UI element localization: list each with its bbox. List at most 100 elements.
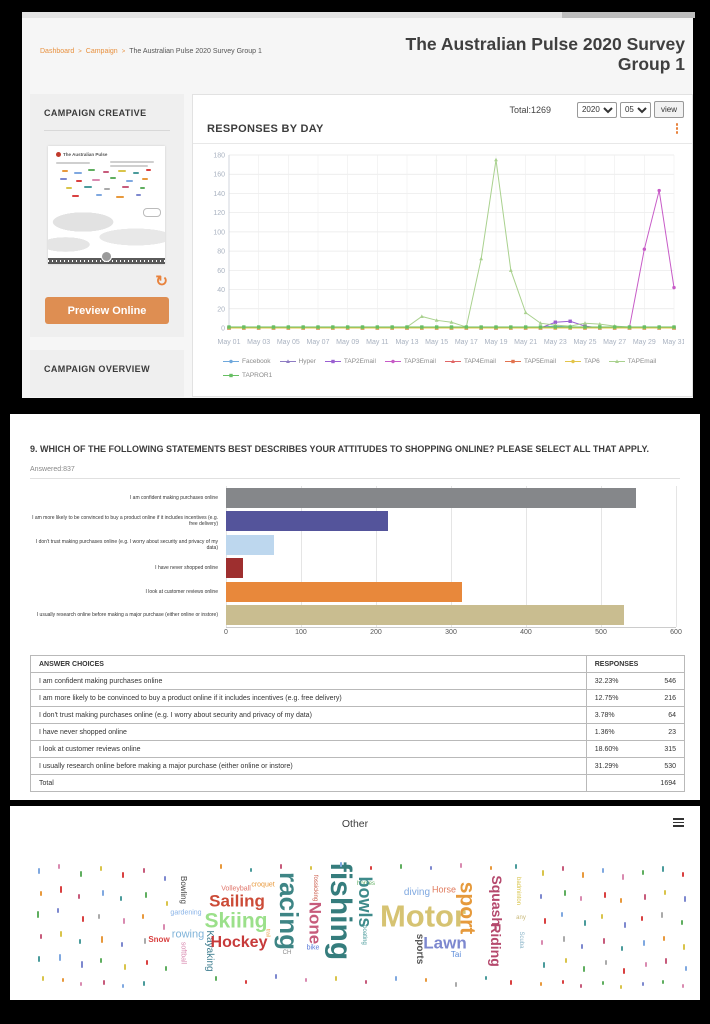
legend-item[interactable]: TAP2Email [324,357,376,366]
legend-item[interactable]: TAP3Email [384,357,436,366]
wordcloud-word[interactable]: any [516,915,526,921]
wordcloud-word[interactable]: Bowling [179,875,188,905]
kebab-menu-icon[interactable] [675,123,678,135]
wordcloud-word[interactable]: Tai [450,950,462,959]
preview-online-button[interactable]: Preview Online [45,297,169,324]
wordcloud-word[interactable]: Lawn [423,933,467,953]
wordcloud-word[interactable]: Hockey [210,934,268,951]
legend-item[interactable]: TAPROR1 [223,371,272,380]
thumbnail-speck [76,180,82,182]
year-select[interactable]: 2020 [576,101,617,118]
wordcloud-word[interactable]: Riding [488,923,504,967]
legend-item[interactable]: TAP6 [565,357,600,366]
thumbnail-scroll-knob [101,251,112,262]
wordcloud-word[interactable]: badminton [515,876,521,906]
wordcloud-word[interactable]: boating [361,925,367,945]
wordcloud-speck [250,868,252,872]
wordcloud-speck [79,939,81,944]
thumbnail-button [143,208,161,217]
thumbnail-text-line [56,162,90,164]
wordcloud-word[interactable]: CH [282,950,292,956]
wordcloud-word[interactable]: Motor [379,898,467,934]
wordcloud-word[interactable]: diving [403,887,431,898]
wordcloud-word[interactable]: Scuba [518,931,524,949]
legend-item[interactable]: Hyper [279,357,316,366]
wordcloud-word[interactable]: softball [179,941,187,965]
wordcloud-speck [665,958,667,964]
wordcloud-speck [562,866,564,871]
wordcloud-speck [664,890,666,895]
wordcloud-speck [100,958,102,963]
legend-item[interactable]: TAP4Email [444,357,496,366]
bar[interactable] [226,534,274,555]
month-select[interactable]: 05 [619,101,651,118]
breadcrumb-item[interactable]: Campaign [85,48,118,55]
wordcloud-word[interactable]: fossicking [312,874,318,902]
divider [193,143,692,144]
wordcloud-speck [335,976,337,981]
legend-item[interactable]: Facebook [223,357,271,366]
wordcloud-word[interactable]: Volleyball [221,885,251,893]
wordcloud-word[interactable]: Skiing [204,909,268,933]
wordcloud-word[interactable]: gardening [170,909,202,917]
attitudes-bar-chart: I am confident making purchases online I … [30,486,682,639]
wordcloud-speck [603,938,605,944]
wordcloud-speck [621,946,623,951]
wordcloud-word[interactable]: fishing [324,861,357,961]
svg-text:May 17: May 17 [455,339,478,346]
bar[interactable] [226,511,388,532]
wordcloud-speck [540,982,542,986]
view-button[interactable]: view [653,101,684,118]
wordcloud-speck [280,864,282,869]
thumbnail-speck [133,172,139,174]
svg-text:May 15: May 15 [425,339,448,346]
chart-title: RESPONSES BY DAY [207,123,324,135]
wordcloud-speck [584,920,586,926]
wordcloud-word[interactable]: None [305,901,325,945]
bar-row: I am confident making purchases online [30,486,680,510]
wordcloud-word[interactable]: racing [274,871,304,951]
wordcloud-word[interactable]: croquet [251,881,275,889]
bar[interactable] [226,558,244,579]
wordcloud-speck [145,892,147,898]
wordcloud-speck [58,864,60,869]
campaign-creative-section: CAMPAIGN CREATIVE The Australian Pulse ↻… [30,94,184,337]
wordcloud-speck [644,894,646,900]
breadcrumb: Dashboard > Campaign > The Australian Pulse … [40,48,262,55]
svg-text:May 27: May 27 [603,339,626,346]
wordcloud-word[interactable]: bike [306,944,320,952]
wordcloud-word[interactable]: Sailing [209,891,265,911]
svg-text:May 03: May 03 [247,339,270,346]
horizontal-scrollbar[interactable] [22,12,695,18]
wordcloud-word[interactable]: rowing [171,928,205,941]
legend-item[interactable]: TAPEmail [608,357,656,366]
svg-text:May 21: May 21 [514,339,537,346]
breadcrumb-item[interactable]: Dashboard [40,48,75,55]
hamburger-menu-icon[interactable] [673,818,684,829]
bar[interactable] [226,605,624,626]
wordcloud-speck [60,886,62,893]
bar[interactable] [226,581,463,602]
breadcrumb-separator: > [121,49,126,55]
wordcloud-word[interactable]: horses [356,881,376,887]
wordcloud-word[interactable]: sport [455,881,479,935]
wordcloud-speck [604,892,606,898]
wordcloud-speck [215,976,217,981]
creative-thumbnail[interactable]: The Australian Pulse [48,146,165,264]
bar[interactable] [226,487,636,508]
refresh-icon[interactable]: ↻ [155,273,168,290]
wordcloud-word[interactable]: bowls [355,876,375,928]
bar-label: I don't trust making purchases online (e… [35,538,218,551]
wordcloud-speck [38,868,40,874]
wordcloud-word[interactable]: Horse [431,884,457,895]
wordcloud-speck [563,936,565,942]
wordcloud-speck [142,914,144,919]
wordcloud-speck [583,966,585,972]
wordcloud-word[interactable]: trail [264,928,271,938]
scrollbar-thumb[interactable] [562,12,695,18]
wordcloud-speck [40,891,42,896]
wordcloud-word[interactable]: Snow [148,935,170,944]
wordcloud-speck [642,982,644,986]
legend-item[interactable]: TAP5Email [504,357,556,366]
responses-line-chart[interactable]: 0 20 40 60 80 100 120 140 160 180 May 01 May 03 May … [199,147,684,352]
